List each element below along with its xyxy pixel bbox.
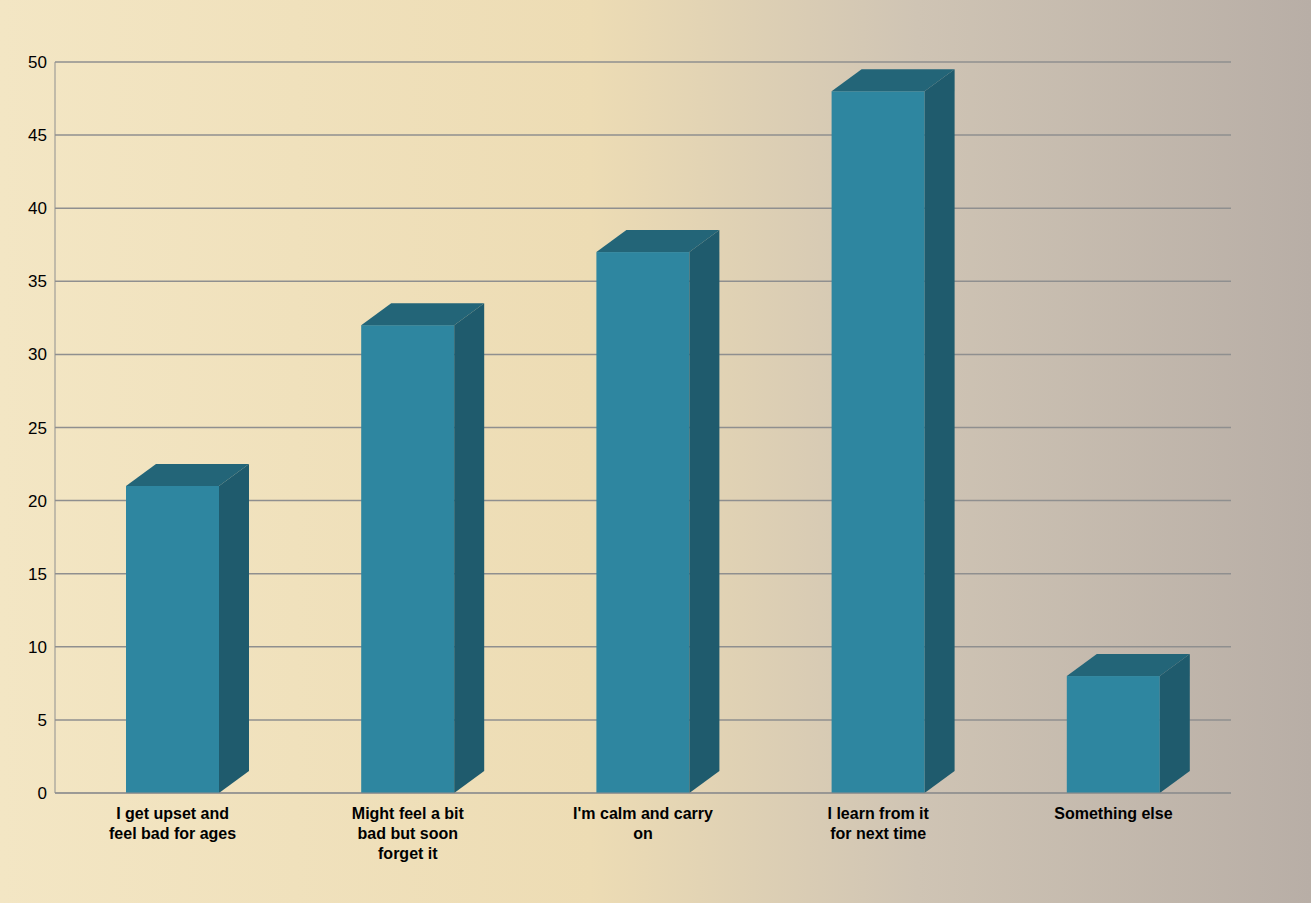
svg-text:50: 50 bbox=[28, 53, 47, 72]
svg-text:Something else: Something else bbox=[1054, 805, 1172, 822]
svg-text:40: 40 bbox=[28, 199, 47, 218]
svg-text:35: 35 bbox=[28, 272, 47, 291]
svg-text:15: 15 bbox=[28, 565, 47, 584]
svg-text:30: 30 bbox=[28, 345, 47, 364]
svg-text:I learn from itfor next time: I learn from itfor next time bbox=[828, 805, 930, 842]
svg-text:Might feel a bitbad but soonfo: Might feel a bitbad but soonforget it bbox=[352, 805, 465, 862]
svg-text:25: 25 bbox=[28, 419, 47, 438]
svg-text:I'm calm and carryon: I'm calm and carryon bbox=[573, 805, 713, 842]
svg-text:0: 0 bbox=[38, 784, 47, 803]
svg-text:45: 45 bbox=[28, 126, 47, 145]
svg-text:10: 10 bbox=[28, 638, 47, 657]
svg-text:20: 20 bbox=[28, 492, 47, 511]
svg-text:I get upset andfeel bad for ag: I get upset andfeel bad for ages bbox=[109, 805, 236, 842]
svg-text:5: 5 bbox=[38, 711, 47, 730]
